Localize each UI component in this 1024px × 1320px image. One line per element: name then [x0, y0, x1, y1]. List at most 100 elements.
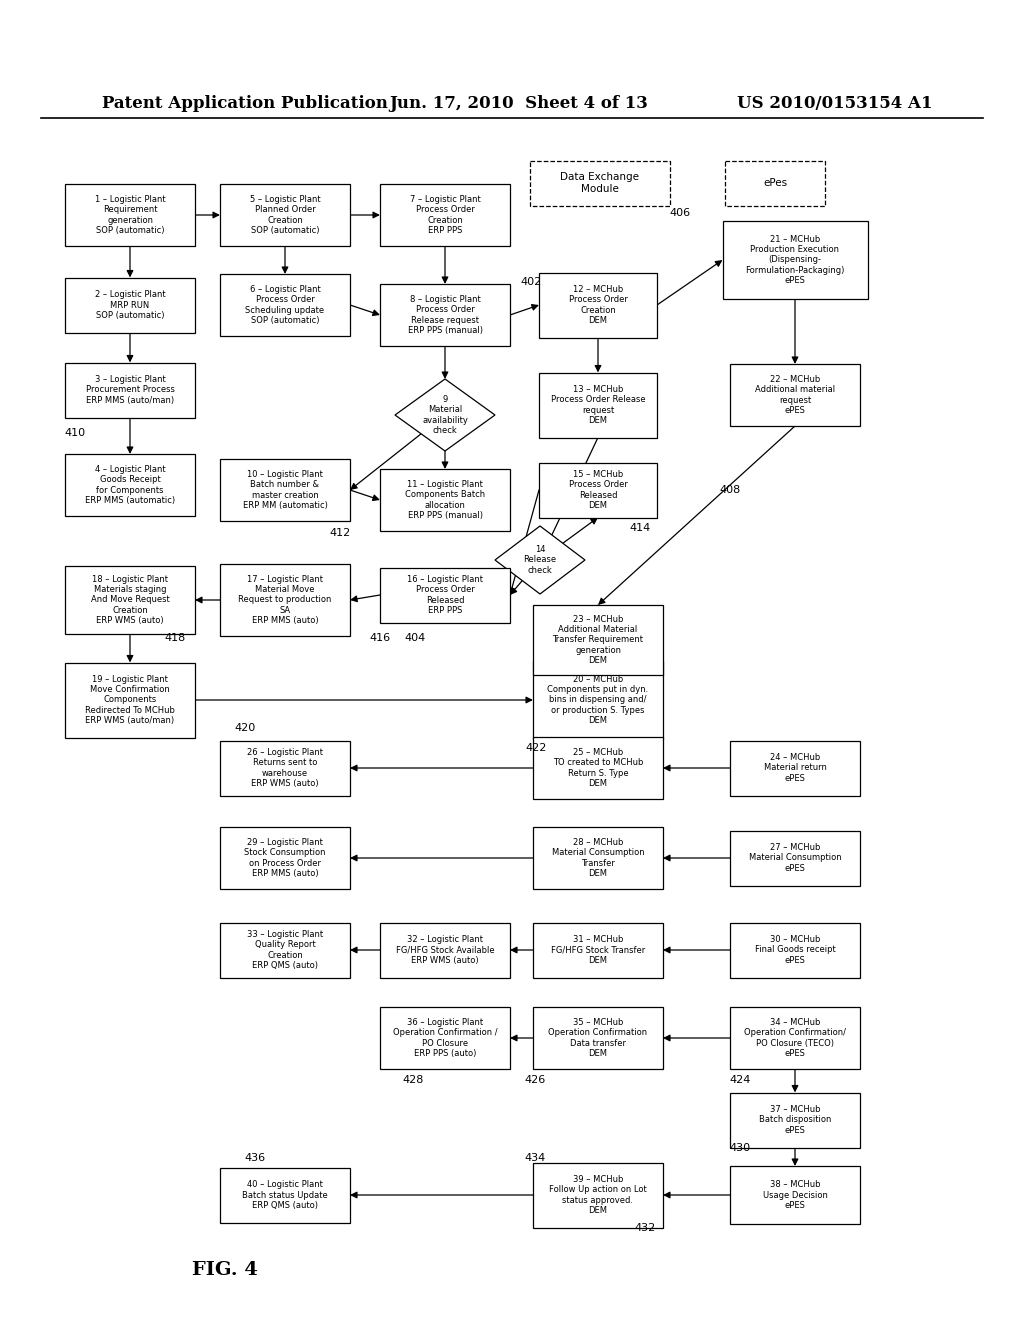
Text: 12 – MCHub
Process Order
Creation
DEM: 12 – MCHub Process Order Creation DEM	[568, 285, 628, 325]
Bar	[65, 277, 195, 333]
Text: 30 – MCHub
Final Goods receipt
ePES: 30 – MCHub Final Goods receipt ePES	[755, 935, 836, 965]
Bar	[65, 566, 195, 634]
Text: 21 – MCHub
Production Execution
(Dispensing-
Formulation-Packaging)
ePES: 21 – MCHub Production Execution (Dispens…	[745, 235, 845, 285]
Text: 422: 422	[525, 743, 547, 752]
Text: 14
Release
check: 14 Release check	[523, 545, 557, 576]
Text: 25 – MCHub
TO created to MCHub
Return S. Type
DEM: 25 – MCHub TO created to MCHub Return S.…	[553, 748, 643, 788]
Bar	[534, 1163, 663, 1228]
Text: 408: 408	[720, 484, 740, 495]
Text: FIG. 4: FIG. 4	[193, 1261, 258, 1279]
Text: 35 – MCHub
Operation Confirmation
Data transfer
DEM: 35 – MCHub Operation Confirmation Data t…	[549, 1018, 647, 1059]
Polygon shape	[495, 525, 585, 594]
Text: 406: 406	[670, 209, 690, 218]
Text: 23 – MCHub
Additional Material
Transfer Requirement
generation
DEM: 23 – MCHub Additional Material Transfer …	[553, 615, 643, 665]
Bar	[534, 605, 663, 675]
Bar	[534, 737, 663, 799]
Bar	[65, 183, 195, 246]
Text: 412: 412	[330, 528, 350, 539]
Bar	[534, 923, 663, 978]
Bar	[730, 741, 860, 796]
Bar	[380, 183, 510, 246]
Bar	[730, 923, 860, 978]
Bar	[220, 1167, 350, 1222]
Text: 4 – Logistic Plant
Goods Receipt
for Components
ERP MMS (automatic): 4 – Logistic Plant Goods Receipt for Com…	[85, 465, 175, 506]
Text: 434: 434	[524, 1152, 546, 1163]
Bar	[730, 1166, 860, 1224]
Text: 39 – MCHub
Follow Up action on Lot
status approved.
DEM: 39 – MCHub Follow Up action on Lot statu…	[549, 1175, 647, 1216]
Text: Patent Application Publication: Patent Application Publication	[102, 95, 388, 111]
Text: 418: 418	[165, 634, 185, 643]
Bar	[723, 220, 867, 300]
Text: 420: 420	[234, 723, 256, 733]
Text: 10 – Logistic Plant
Batch number &
master creation
ERP MM (automatic): 10 – Logistic Plant Batch number & maste…	[243, 470, 328, 510]
Text: 402: 402	[520, 277, 542, 286]
Bar	[380, 1007, 510, 1069]
Text: 27 – MCHub
Material Consumption
ePES: 27 – MCHub Material Consumption ePES	[749, 843, 842, 873]
Text: Jun. 17, 2010  Sheet 4 of 13: Jun. 17, 2010 Sheet 4 of 13	[389, 95, 648, 111]
Bar	[220, 459, 350, 521]
Bar	[220, 183, 350, 246]
Text: 6 – Logistic Plant
Process Order
Scheduling update
SOP (automatic): 6 – Logistic Plant Process Order Schedul…	[246, 285, 325, 325]
Bar	[65, 663, 195, 738]
Bar	[534, 1007, 663, 1069]
Text: 24 – MCHub
Material return
ePES: 24 – MCHub Material return ePES	[764, 754, 826, 783]
Text: 18 – Logistic Plant
Materials staging
And Move Request
Creation
ERP WMS (auto): 18 – Logistic Plant Materials staging An…	[91, 574, 169, 626]
Bar	[65, 454, 195, 516]
Text: 26 – Logistic Plant
Returns sent to
warehouse
ERP WMS (auto): 26 – Logistic Plant Returns sent to ware…	[247, 748, 323, 788]
Text: 5 – Logistic Plant
Planned Order
Creation
SOP (automatic): 5 – Logistic Plant Planned Order Creatio…	[250, 195, 321, 235]
Text: 22 – MCHub
Additional material
request
ePES: 22 – MCHub Additional material request e…	[755, 375, 835, 414]
Bar	[65, 363, 195, 417]
Bar	[730, 1007, 860, 1069]
Bar	[220, 275, 350, 337]
Text: 410: 410	[65, 428, 86, 438]
Bar	[530, 161, 670, 206]
Text: 33 – Logistic Plant
Quality Report
Creation
ERP QMS (auto): 33 – Logistic Plant Quality Report Creat…	[247, 929, 323, 970]
Text: 11 – Logistic Plant
Components Batch
allocation
ERP PPS (manual): 11 – Logistic Plant Components Batch all…	[404, 480, 485, 520]
Bar	[380, 923, 510, 978]
Text: 1 – Logistic Plant
Requirement
generation
SOP (automatic): 1 – Logistic Plant Requirement generatio…	[94, 195, 165, 235]
Text: 20 – MCHub
Components put in dyn.
bins in dispensing and/
or production S. Types: 20 – MCHub Components put in dyn. bins i…	[548, 675, 648, 725]
Bar	[534, 661, 663, 739]
Bar	[220, 828, 350, 888]
Text: 8 – Logistic Plant
Process Order
Release request
ERP PPS (manual): 8 – Logistic Plant Process Order Release…	[408, 294, 482, 335]
Bar	[725, 161, 825, 206]
Bar	[539, 462, 657, 517]
Bar	[534, 828, 663, 888]
Text: 404: 404	[404, 634, 426, 643]
Text: 28 – MCHub
Material Consumption
Transfer
DEM: 28 – MCHub Material Consumption Transfer…	[552, 838, 644, 878]
Text: 428: 428	[402, 1074, 424, 1085]
Bar	[380, 568, 510, 623]
Text: 15 – MCHub
Process Order
Released
DEM: 15 – MCHub Process Order Released DEM	[568, 470, 628, 510]
Text: 7 – Logistic Plant
Process Order
Creation
ERP PPS: 7 – Logistic Plant Process Order Creatio…	[410, 195, 480, 235]
Text: 31 – MCHub
FG/HFG Stock Transfer
DEM: 31 – MCHub FG/HFG Stock Transfer DEM	[551, 935, 645, 965]
Bar	[380, 469, 510, 531]
Text: 3 – Logistic Plant
Procurement Process
ERP MMS (auto/man): 3 – Logistic Plant Procurement Process E…	[86, 375, 174, 405]
Bar	[220, 741, 350, 796]
Text: 29 – Logistic Plant
Stock Consumption
on Process Order
ERP MMS (auto): 29 – Logistic Plant Stock Consumption on…	[245, 838, 326, 878]
Text: 436: 436	[245, 1152, 265, 1163]
Bar	[730, 830, 860, 886]
Bar	[539, 272, 657, 338]
Text: 430: 430	[729, 1143, 751, 1152]
Bar	[380, 284, 510, 346]
Bar	[220, 564, 350, 636]
Text: 36 – Logistic Plant
Operation Confirmation /
PO Closure
ERP PPS (auto): 36 – Logistic Plant Operation Confirmati…	[392, 1018, 498, 1059]
Text: ePes: ePes	[763, 178, 787, 187]
Bar	[730, 1093, 860, 1147]
Text: 9
Material
availability
check: 9 Material availability check	[422, 395, 468, 436]
Text: 38 – MCHub
Usage Decision
ePES: 38 – MCHub Usage Decision ePES	[763, 1180, 827, 1210]
Bar	[730, 364, 860, 426]
Text: 17 – Logistic Plant
Material Move
Request to production
SA
ERP MMS (auto): 17 – Logistic Plant Material Move Reques…	[239, 574, 332, 626]
Text: 16 – Logistic Plant
Process Order
Released
ERP PPS: 16 – Logistic Plant Process Order Releas…	[407, 576, 483, 615]
Text: Data Exchange
Module: Data Exchange Module	[560, 172, 640, 194]
Text: US 2010/0153154 A1: US 2010/0153154 A1	[737, 95, 933, 111]
Text: 34 – MCHub
Operation Confirmation/
PO Closure (TECO)
ePES: 34 – MCHub Operation Confirmation/ PO Cl…	[744, 1018, 846, 1059]
Bar	[539, 372, 657, 437]
Text: 424: 424	[729, 1074, 751, 1085]
Text: 414: 414	[630, 523, 650, 533]
Text: 416: 416	[370, 634, 390, 643]
Text: 37 – MCHub
Batch disposition
ePES: 37 – MCHub Batch disposition ePES	[759, 1105, 831, 1135]
Text: 432: 432	[635, 1224, 655, 1233]
Bar	[220, 923, 350, 978]
Text: 426: 426	[524, 1074, 546, 1085]
